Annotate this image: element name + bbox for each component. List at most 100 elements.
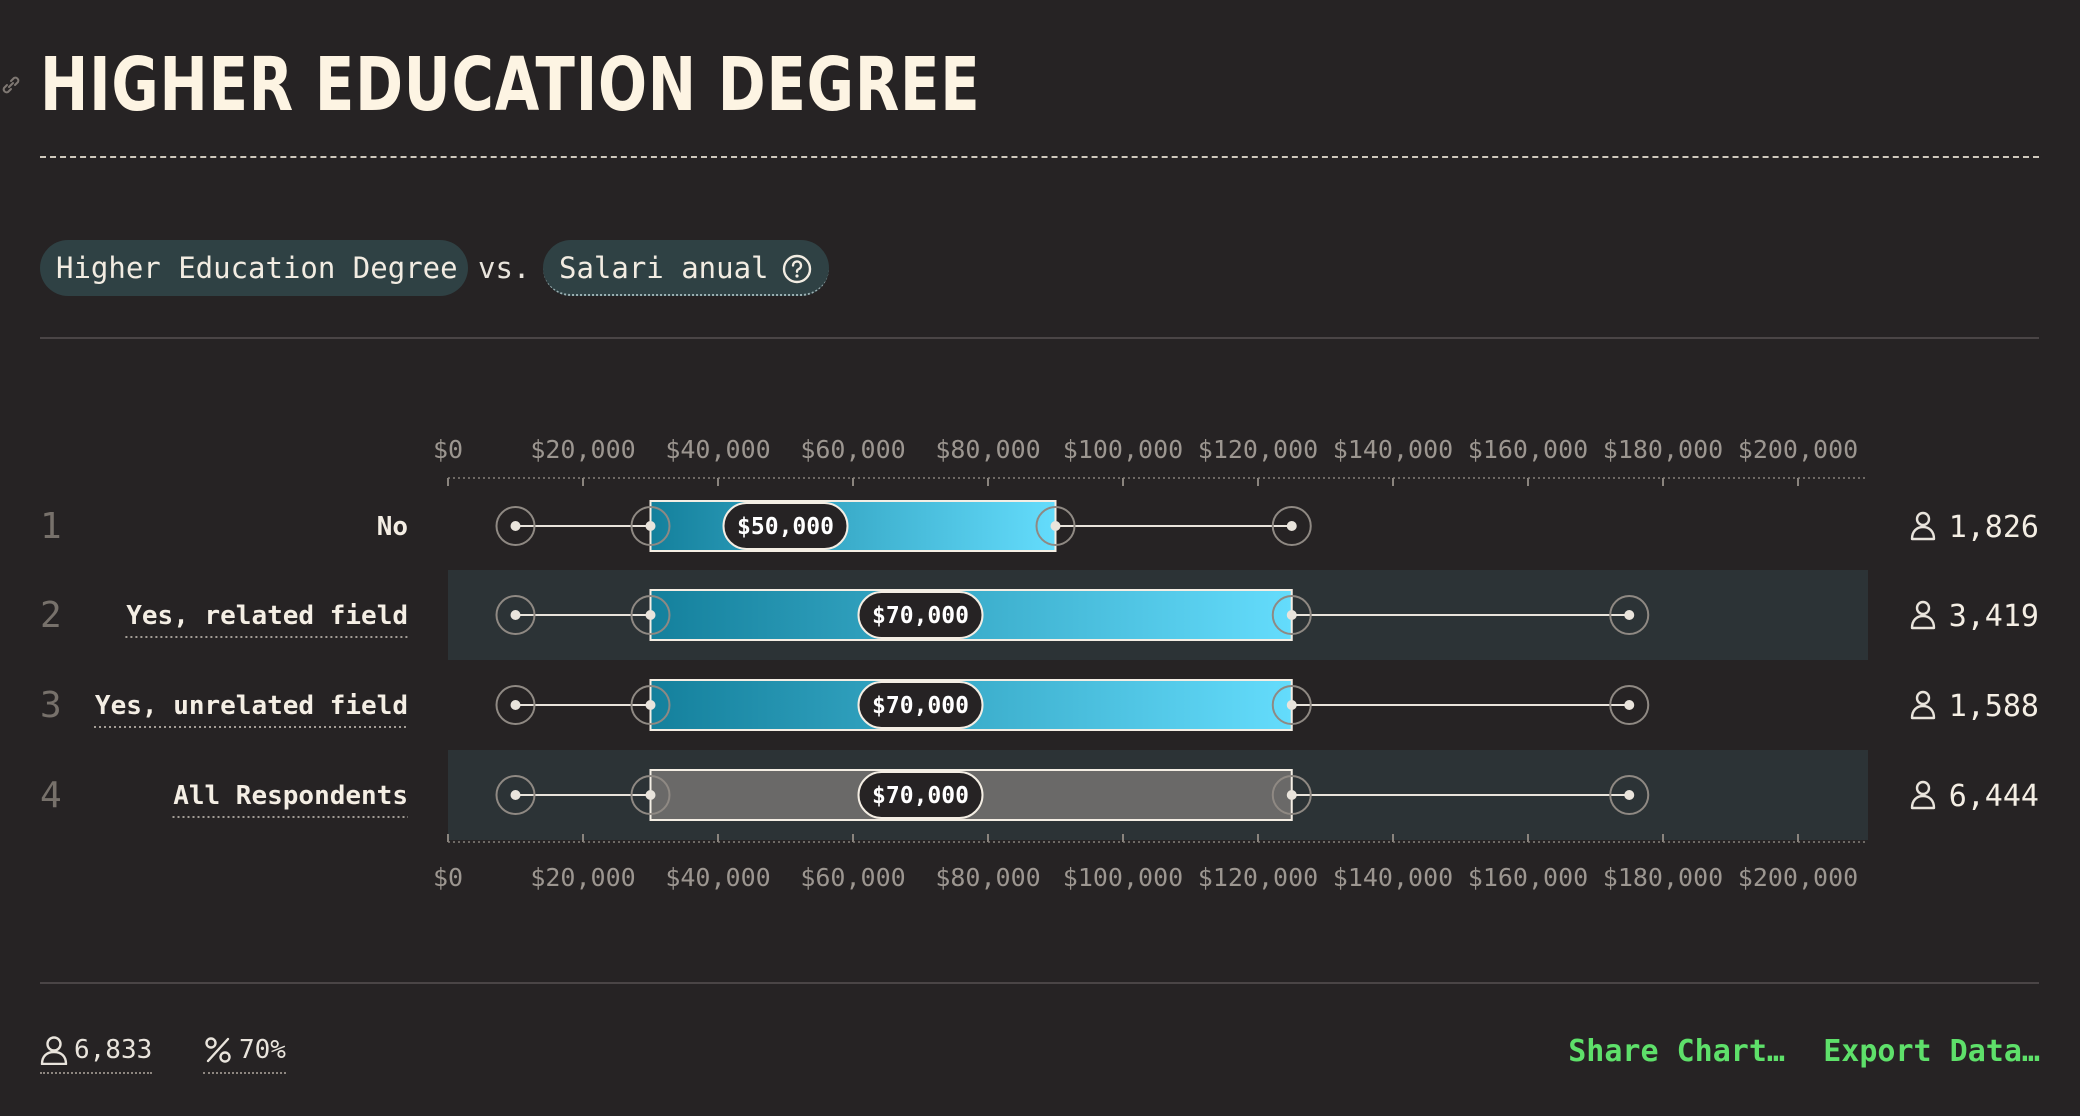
top-tick-label: $200,000	[1738, 435, 1858, 464]
primary-variable-label: Higher Education Degree	[56, 251, 458, 285]
q1-marker-dot	[645, 610, 656, 620]
q3-marker-dot	[1286, 610, 1297, 620]
q3-marker-ring	[1271, 685, 1312, 725]
respondents-stat: 6,833	[40, 1030, 153, 1074]
person-icon-head	[1915, 780, 1931, 796]
top-tick-label: $120,000	[1198, 435, 1318, 464]
top-tick-label: $100,000	[1063, 435, 1183, 464]
q3-marker-dot	[1286, 790, 1297, 800]
row-label[interactable]: All Respondents	[173, 781, 408, 811]
boxplot-chart: $0 $20,000 $40,000 $60,000 $80,000 $100,000 $1…	[40, 435, 2039, 892]
max-marker-ring	[1271, 506, 1312, 546]
min-marker-dot	[510, 790, 521, 800]
bottom-tick-label: $80,000	[935, 863, 1040, 892]
row-index: 2	[40, 595, 62, 636]
primary-variable-pill[interactable]: Higher Education Degree	[40, 240, 468, 296]
bottom-tick-label: $20,000	[530, 863, 635, 892]
iqr-box[interactable]	[649, 500, 1057, 552]
q1-marker-dot	[645, 521, 656, 531]
median-pill	[722, 502, 849, 550]
min-marker-dot	[510, 610, 521, 620]
person-icon	[1910, 780, 1936, 810]
top-tick-label: $0	[433, 435, 463, 464]
percent-stat: 70%	[203, 1030, 286, 1074]
bottom-tick-label: $140,000	[1333, 863, 1453, 892]
footer-divider	[40, 982, 2039, 984]
person-icon	[1910, 600, 1936, 630]
row-index: 3	[40, 685, 62, 726]
max-marker-dot	[1624, 700, 1635, 710]
min-marker-dot	[510, 700, 521, 710]
export-data-button[interactable]: Export Data…	[1823, 1034, 2040, 1069]
help-icon[interactable]	[781, 253, 813, 285]
q1-marker-ring	[630, 775, 671, 815]
max-marker-dot	[1624, 790, 1635, 800]
max-marker-dot	[1286, 521, 1297, 531]
secondary-variable-label: Salari anual	[559, 251, 769, 285]
filter-divider	[40, 337, 2039, 339]
min-marker-ring	[495, 506, 536, 546]
bottom-tick-label: $120,000	[1198, 863, 1318, 892]
bottom-tick-label: $60,000	[800, 863, 905, 892]
q3-marker-ring	[1271, 595, 1312, 635]
share-chart-button[interactable]: Share Chart…	[1568, 1034, 1785, 1069]
top-tick-label: $160,000	[1468, 435, 1588, 464]
row-count: 3,419	[1949, 599, 2039, 634]
row-count: 1,588	[1949, 689, 2039, 724]
median-label: $70,000	[872, 693, 969, 719]
max-marker-dot	[1624, 610, 1635, 620]
top-tick-label: $80,000	[935, 435, 1040, 464]
max-marker-ring	[1609, 595, 1650, 635]
person-icon-head	[1915, 690, 1931, 706]
max-marker-ring	[1609, 685, 1650, 725]
top-tick-label: $20,000	[530, 435, 635, 464]
row-label: No	[377, 512, 408, 542]
median-label: $70,000	[872, 783, 969, 809]
link-icon[interactable]	[0, 74, 22, 96]
bottom-tick-label: $100,000	[1063, 863, 1183, 892]
top-tick-label: $40,000	[665, 435, 770, 464]
percent-icon	[205, 1037, 231, 1063]
median-pill	[857, 591, 984, 639]
q3-marker-dot	[1050, 521, 1061, 531]
q3-marker-ring	[1035, 506, 1076, 546]
max-marker-ring	[1609, 775, 1650, 815]
top-tick-label: $60,000	[800, 435, 905, 464]
person-icon	[40, 1036, 68, 1066]
q1-marker-ring	[630, 685, 671, 725]
top-tick-label: $140,000	[1333, 435, 1453, 464]
q1-marker-ring	[630, 506, 671, 546]
vs-label: vs.	[478, 251, 531, 285]
q3-marker-ring	[1271, 775, 1312, 815]
row-label[interactable]: Yes, unrelated field	[95, 691, 408, 721]
median-pill	[857, 771, 984, 819]
row-count: 1,826	[1949, 510, 2039, 545]
min-marker-dot	[510, 521, 521, 531]
title-divider	[40, 156, 2039, 158]
row-index: 4	[40, 775, 62, 816]
page-title: HIGHER EDUCATION DEGREE	[40, 42, 981, 128]
q1-marker-dot	[645, 790, 656, 800]
respondents-count: 6,833	[74, 1035, 153, 1065]
person-icon	[1910, 511, 1936, 541]
median-label: $70,000	[872, 603, 969, 629]
person-icon-head	[1915, 511, 1931, 527]
row-label[interactable]: Yes, related field	[126, 601, 408, 631]
bottom-tick-label: $0	[433, 863, 463, 892]
bottom-tick-label: $40,000	[665, 863, 770, 892]
q1-marker-dot	[645, 700, 656, 710]
min-marker-ring	[495, 595, 536, 635]
min-marker-ring	[495, 685, 536, 725]
q1-marker-ring	[630, 595, 671, 635]
top-tick-label: $180,000	[1603, 435, 1723, 464]
secondary-variable-pill[interactable]: Salari anual	[543, 240, 829, 296]
median-label: $50,000	[737, 514, 834, 540]
person-icon-body	[1910, 525, 1936, 541]
bottom-tick-label: $180,000	[1603, 863, 1723, 892]
person-icon-body	[1910, 614, 1936, 630]
bottom-tick-label: $200,000	[1738, 863, 1858, 892]
person-icon-body	[1910, 794, 1936, 810]
q3-marker-dot	[1286, 700, 1297, 710]
row-index: 1	[40, 506, 62, 547]
bottom-tick-label: $160,000	[1468, 863, 1588, 892]
